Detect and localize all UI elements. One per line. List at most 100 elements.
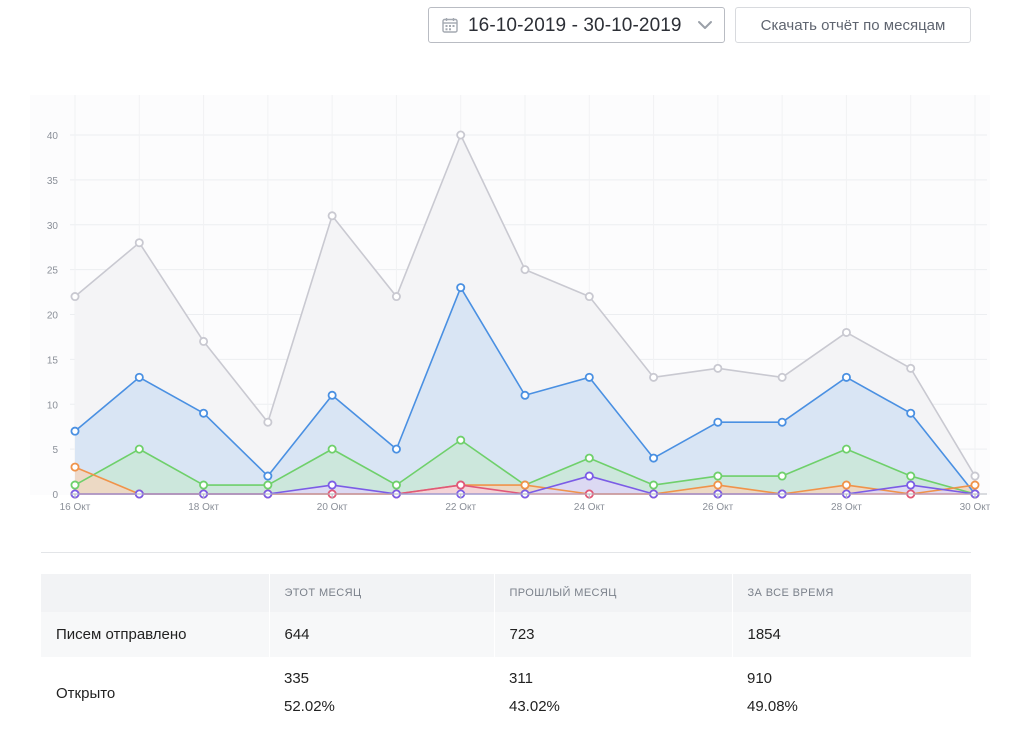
data-point xyxy=(456,130,466,140)
data-point xyxy=(584,471,594,481)
data-point xyxy=(584,292,594,302)
opened-all-time-pct: 49.08% xyxy=(747,698,798,715)
opened-last-month-cell: 311 43.02% xyxy=(494,657,732,729)
sent-last-month: 723 xyxy=(493,612,732,657)
data-point xyxy=(649,453,659,463)
data-point xyxy=(327,444,337,454)
data-point xyxy=(70,462,80,472)
data-point xyxy=(713,471,723,481)
table-header-label xyxy=(41,574,269,612)
data-point xyxy=(970,480,980,490)
row-label-sent: Писем отправлено xyxy=(41,612,269,657)
y-tick-label: 40 xyxy=(47,131,59,142)
x-tick-label: 30 Окт xyxy=(960,502,990,513)
data-point xyxy=(520,480,530,490)
x-tick-label: 16 Окт xyxy=(60,502,91,513)
data-point xyxy=(199,480,209,490)
calendar-icon xyxy=(442,18,458,33)
sent-this-month: 644 xyxy=(268,612,494,657)
y-tick-label: 5 xyxy=(52,445,58,456)
data-point xyxy=(520,265,530,275)
data-point xyxy=(906,408,916,418)
data-point xyxy=(327,480,337,490)
table-header-last-month: ПРОШЛЫЙ МЕСЯЦ xyxy=(493,574,732,612)
opened-this-month: 335 xyxy=(284,670,310,687)
opened-last-month: 311 xyxy=(509,670,533,687)
data-point xyxy=(263,471,273,481)
data-point xyxy=(70,480,80,490)
opened-all-time: 910 xyxy=(747,670,773,687)
y-tick-label: 15 xyxy=(47,355,59,366)
data-point xyxy=(777,471,787,481)
x-tick-label: 26 Окт xyxy=(702,502,733,513)
y-tick-label: 35 xyxy=(47,176,59,187)
date-range-picker[interactable]: 16-10-2019 - 30-10-2019 xyxy=(428,7,725,43)
data-point xyxy=(906,363,916,373)
data-point xyxy=(456,480,466,490)
data-point xyxy=(456,435,466,445)
data-point xyxy=(841,327,851,337)
data-point xyxy=(777,417,787,427)
data-point xyxy=(456,283,466,293)
data-point xyxy=(327,211,337,221)
table-header-this-month: ЭТОТ МЕСЯЦ xyxy=(268,574,494,612)
y-tick-label: 10 xyxy=(47,400,59,411)
data-point xyxy=(970,471,980,481)
sent-all-time: 1854 xyxy=(731,612,971,657)
data-point xyxy=(199,408,209,418)
data-point xyxy=(391,480,401,490)
y-tick-label: 25 xyxy=(47,266,59,277)
data-point xyxy=(327,390,337,400)
opened-last-month-pct: 43.02% xyxy=(509,698,560,715)
opened-all-time-cell: 910 49.08% xyxy=(732,657,971,729)
data-point xyxy=(841,480,851,490)
data-point xyxy=(391,444,401,454)
y-tick-label: 0 xyxy=(52,490,58,501)
data-point xyxy=(263,417,273,427)
series-area xyxy=(75,440,975,494)
data-point xyxy=(713,363,723,373)
data-point xyxy=(520,390,530,400)
stats-table: ЭТОТ МЕСЯЦ ПРОШЛЫЙ МЕСЯЦ ЗА ВСЕ ВРЕМЯ Пи… xyxy=(41,574,971,729)
data-point xyxy=(134,444,144,454)
data-point xyxy=(841,444,851,454)
data-point xyxy=(263,480,273,490)
stats-area-chart: 0 5 10 15 20 25 30 35 40 16 Окт 18 Окт 20 Окт 22 Окт… xyxy=(30,95,990,513)
x-tick-label: 28 Окт xyxy=(831,502,862,513)
download-monthly-report-button[interactable]: Скачать отчёт по месяцам xyxy=(735,7,971,43)
data-point xyxy=(134,238,144,248)
series-area xyxy=(75,287,975,494)
y-tick-label: 20 xyxy=(47,311,59,322)
table-row-sent: Писем отправлено 644 723 1854 xyxy=(41,612,971,657)
x-tick-label: 24 Окт xyxy=(574,502,605,513)
data-point xyxy=(906,480,916,490)
chevron-down-icon xyxy=(698,21,712,29)
data-point xyxy=(584,453,594,463)
row-label-opened: Открыто xyxy=(41,657,269,729)
date-range-text: 16-10-2019 - 30-10-2019 xyxy=(468,15,682,36)
data-point xyxy=(584,372,594,382)
y-tick-label: 30 xyxy=(47,221,59,232)
table-row-opened: Открыто 335 52.02% 311 43.02% 910 49.08% xyxy=(41,657,971,729)
x-tick-label: 20 Окт xyxy=(317,502,348,513)
x-tick-label: 22 Окт xyxy=(445,502,476,513)
table-header-all-time: ЗА ВСЕ ВРЕМЯ xyxy=(731,574,971,612)
data-point xyxy=(713,417,723,427)
x-tick-label: 18 Окт xyxy=(188,502,219,513)
data-point xyxy=(906,471,916,481)
data-point xyxy=(841,372,851,382)
data-point xyxy=(70,426,80,436)
data-point xyxy=(134,372,144,382)
opened-this-month-cell: 335 52.02% xyxy=(269,657,494,729)
data-point xyxy=(199,336,209,346)
data-point xyxy=(713,480,723,490)
data-point xyxy=(70,292,80,302)
data-point xyxy=(391,292,401,302)
data-point xyxy=(649,372,659,382)
opened-this-month-pct: 52.02% xyxy=(284,698,335,715)
series-area xyxy=(75,135,975,494)
table-header-row: ЭТОТ МЕСЯЦ ПРОШЛЫЙ МЕСЯЦ ЗА ВСЕ ВРЕМЯ xyxy=(41,574,971,612)
section-divider xyxy=(41,552,971,553)
data-point xyxy=(649,480,659,490)
data-point xyxy=(777,372,787,382)
